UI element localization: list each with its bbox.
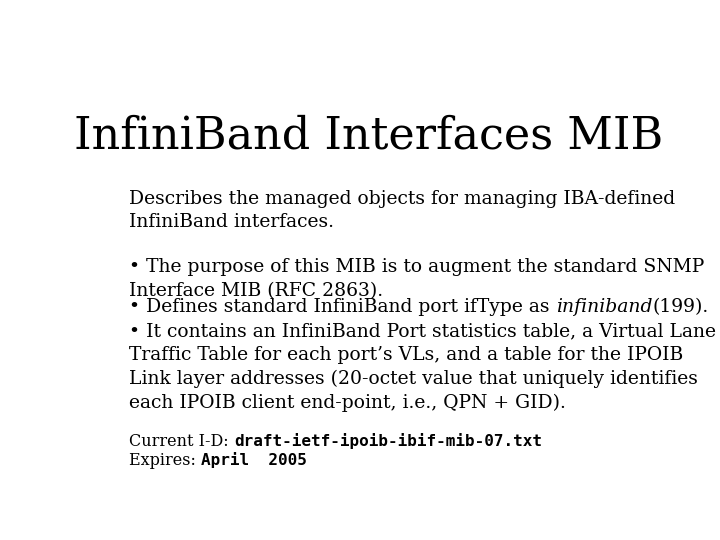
Text: Describes the managed objects for managing IBA-defined
InfiniBand interfaces.: Describes the managed objects for managi… [129, 190, 675, 231]
Text: infiniband: infiniband [556, 298, 652, 316]
Text: • Defines standard InfiniBand port ifType as: • Defines standard InfiniBand port ifTyp… [129, 298, 556, 316]
Text: Current I-D:: Current I-D: [129, 433, 234, 450]
Text: draft-ietf-ipoib-ibif-mib-07.txt: draft-ietf-ipoib-ibif-mib-07.txt [234, 433, 542, 449]
Text: Expires:: Expires: [129, 453, 201, 469]
Text: (199).: (199). [652, 298, 708, 316]
Text: April  2005: April 2005 [201, 453, 307, 468]
Text: • It contains an InfiniBand Port statistics table, a Virtual Lane
Traffic Table : • It contains an InfiniBand Port statist… [129, 322, 716, 412]
Text: InfiniBand Interfaces MIB: InfiniBand Interfaces MIB [74, 114, 664, 158]
Text: • The purpose of this MIB is to augment the standard SNMP
Interface MIB (RFC 286: • The purpose of this MIB is to augment … [129, 258, 704, 300]
